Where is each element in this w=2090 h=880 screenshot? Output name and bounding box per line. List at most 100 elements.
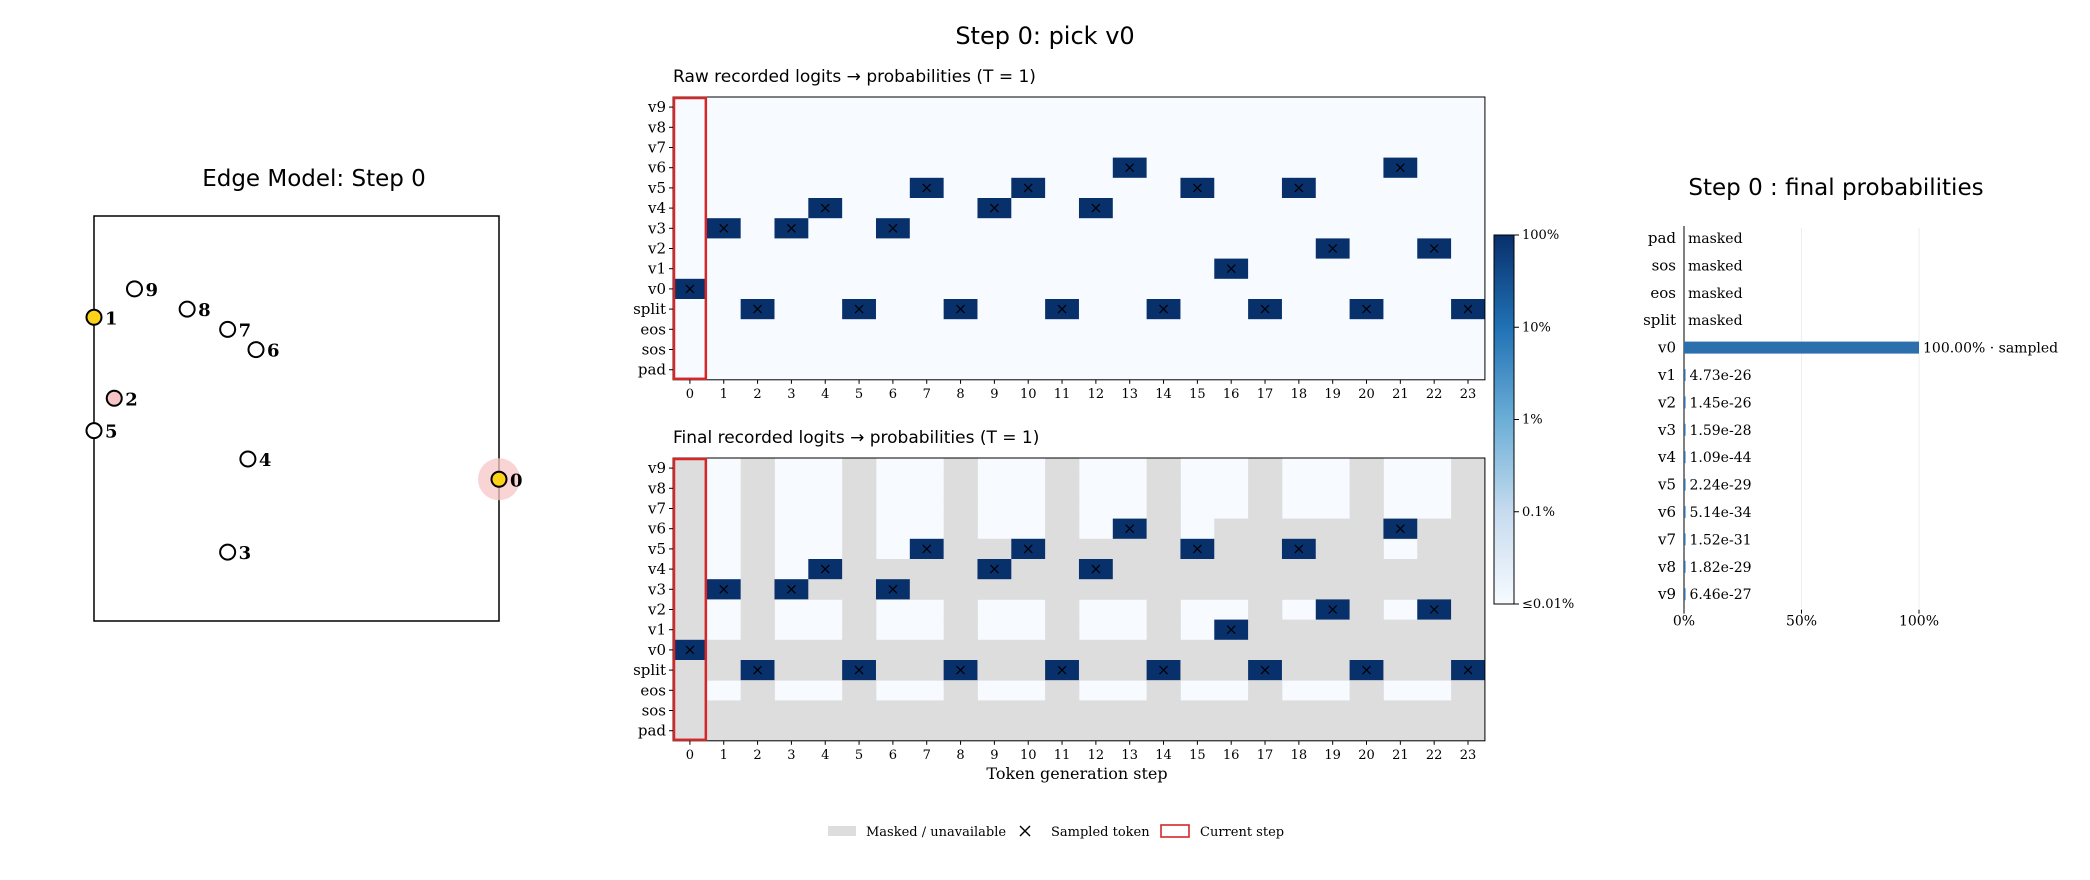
sampled-marker-stroke: [685, 645, 695, 655]
bar-category-v8: v8: [1657, 558, 1676, 576]
masked-cell: [1146, 478, 1181, 499]
bar-category-v9: v9: [1657, 585, 1676, 603]
masked-cell: [1146, 498, 1181, 519]
node-7: [219, 320, 237, 338]
masked-cell: [842, 639, 877, 661]
masked-cell: [1417, 639, 1452, 661]
figure-suptitle: Step 0: pick v0: [955, 22, 1134, 50]
final-heatmap-panel: Final recorded logits → probabilities (T…: [633, 428, 1486, 783]
masked-cell: [842, 559, 877, 580]
bar-v6: [1684, 506, 1686, 518]
masked-cell: [1281, 700, 1317, 721]
masked-cell: [977, 579, 1012, 600]
masked-cell: [1315, 538, 1350, 560]
column-label-13: 13: [1121, 387, 1138, 402]
column-label-4: 4: [821, 748, 829, 763]
column-label-20: 20: [1358, 748, 1375, 763]
masked-cell: [1417, 518, 1452, 540]
row-label-v0: v0: [647, 641, 666, 659]
masked-cell: [1248, 559, 1283, 580]
masked-cell: [842, 458, 877, 479]
masked-cell: [943, 458, 978, 479]
masked-cell: [1011, 720, 1046, 742]
masked-cell: [1349, 518, 1384, 540]
row-label-split: split: [633, 661, 666, 679]
sampled-marker: [989, 203, 999, 213]
masked-cell: [943, 619, 978, 641]
node-5: [85, 422, 103, 440]
bar-v0: [1684, 341, 1919, 354]
masked-cell: [808, 639, 843, 661]
masked-cell: [842, 498, 877, 519]
masked-cell: [1045, 700, 1080, 721]
sampled-marker-stroke: [1429, 244, 1439, 253]
masked-cell: [1045, 458, 1080, 479]
bar-value-label: 1.52e-31: [1690, 532, 1752, 548]
column-label-18: 18: [1291, 748, 1308, 763]
node-4: [239, 450, 257, 468]
sampled-marker: [1125, 163, 1135, 173]
row-label-sos: sos: [642, 702, 666, 720]
masked-cell: [943, 518, 978, 540]
column-label-4: 4: [821, 387, 829, 402]
column-label-16: 16: [1223, 748, 1240, 763]
masked-cell: [774, 639, 809, 661]
bar-category-split: split: [1643, 311, 1676, 329]
row-label-v6: v6: [647, 520, 666, 538]
row-label-v3: v3: [647, 580, 666, 598]
masked-cell: [808, 579, 843, 600]
bar-v4: [1684, 451, 1686, 464]
masked-cell: [1214, 700, 1249, 721]
node-label-6: 6: [267, 341, 280, 362]
masked-cell: [1349, 579, 1384, 600]
node-8: [178, 300, 196, 318]
row-label-sos: sos: [642, 341, 666, 359]
sampled-marker: [1294, 544, 1304, 554]
column-label-3: 3: [787, 748, 795, 763]
row-label-v8: v8: [647, 479, 666, 497]
sampled-marker: [1294, 183, 1304, 193]
column-label-19: 19: [1324, 387, 1341, 402]
masked-cell: [1248, 639, 1283, 661]
probabilities-panel: Step 0 : final probabilities pad masked so…: [1643, 175, 2058, 630]
masked-cell: [943, 579, 978, 600]
bar-category-v1: v1: [1657, 366, 1676, 384]
bar-value-label: masked: [1688, 231, 1743, 247]
masked-cell: [909, 660, 945, 681]
masked-cell: [1417, 559, 1452, 580]
colorbar-tick-label: 100%: [1522, 228, 1559, 243]
masked-cell: [943, 639, 978, 661]
masked-cell: [1214, 579, 1249, 600]
masked-cell: [875, 639, 911, 661]
column-label-16: 16: [1223, 387, 1240, 402]
masked-cell: [1011, 700, 1046, 721]
sampled-marker: [1192, 183, 1202, 193]
column-label-2: 2: [753, 387, 761, 402]
masked-cell: [943, 498, 978, 519]
masked-cell: [673, 478, 708, 499]
sampled-marker-stroke: [1057, 304, 1067, 314]
sampled-marker-stroke: [786, 223, 796, 233]
column-label-1: 1: [720, 387, 728, 402]
bar-value-label: 1.09e-44: [1690, 450, 1752, 466]
masked-cell: [673, 680, 708, 701]
masked-cell: [1315, 579, 1350, 600]
masked-cell: [1045, 579, 1080, 600]
sampled-marker: [820, 203, 830, 213]
column-label-7: 7: [923, 748, 931, 763]
masked-cell: [1417, 700, 1452, 721]
sampled-marker: [1091, 564, 1101, 574]
sampled-marker-stroke: [854, 665, 864, 675]
row-label-v1: v1: [647, 260, 666, 278]
masked-cell: [1349, 498, 1384, 519]
column-label-8: 8: [956, 748, 964, 763]
masked-cell: [673, 619, 708, 641]
sampled-marker: [1091, 203, 1101, 213]
masked-cell: [740, 700, 775, 721]
sampled-marker: [1226, 264, 1236, 274]
sampled-marker-stroke: [753, 665, 762, 675]
masked-cell: [943, 700, 978, 721]
current-step-box: [672, 96, 708, 381]
sampled-marker-stroke: [685, 284, 695, 294]
